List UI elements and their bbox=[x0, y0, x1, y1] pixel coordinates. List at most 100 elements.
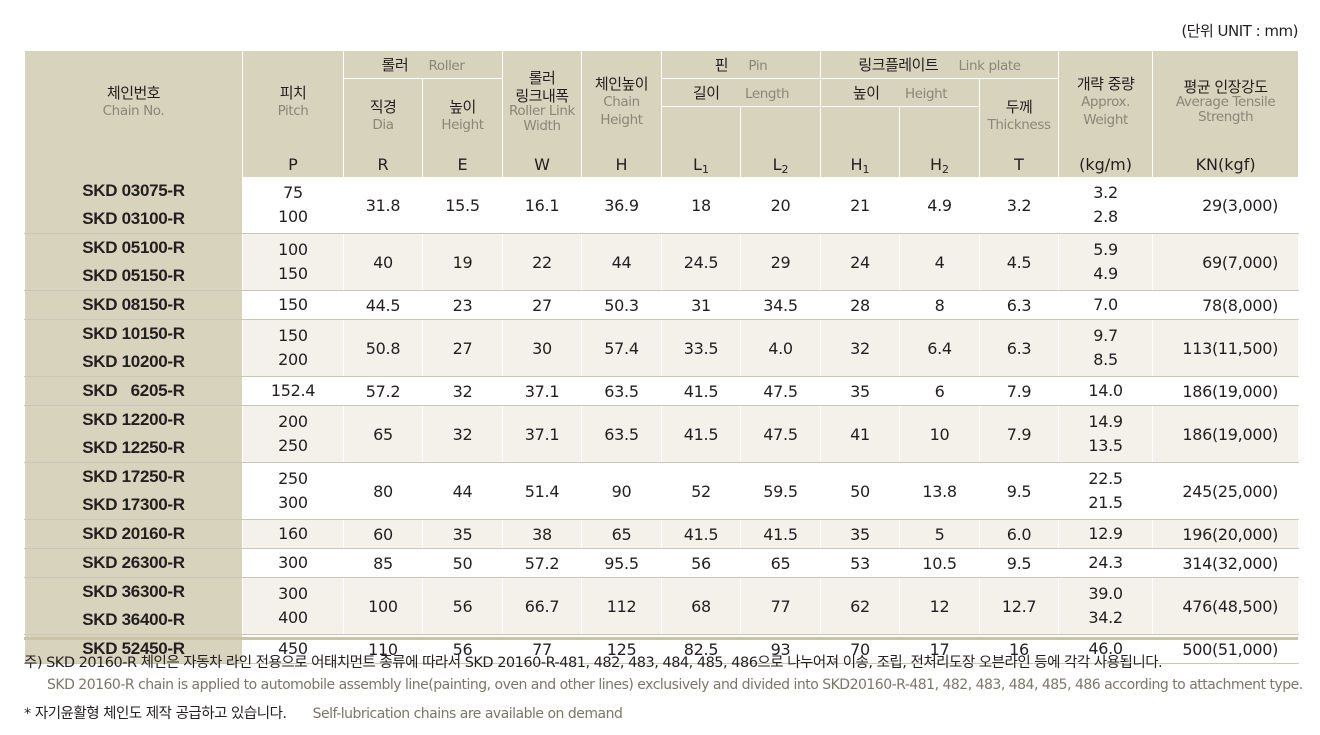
h2-cell: 4.9 bbox=[899, 177, 981, 234]
col-chain-no: 체인번호 Chain No. bbox=[24, 51, 243, 152]
table-row: SKD 05100-R SKD 05150-R 100 150 40 19 22 44 24.5… bbox=[24, 233, 1300, 291]
height-cell: 35 bbox=[421, 519, 504, 549]
h1-cell: 32 bbox=[820, 319, 901, 377]
l1-cell: 56 bbox=[661, 548, 742, 578]
weight-cell: 22.5 21.5 bbox=[1058, 462, 1154, 520]
h2-cell: 12 bbox=[899, 577, 981, 635]
col-dia: 직경 Dia bbox=[343, 78, 423, 152]
t-cell: 6.3 bbox=[979, 290, 1060, 320]
col-weight: 개략 중량 Approx. Weight bbox=[1058, 51, 1154, 152]
l1-cell: 41.5 bbox=[661, 519, 742, 549]
strength-cell: 196(20,000) bbox=[1152, 519, 1300, 549]
h1-cell: 53 bbox=[820, 548, 901, 578]
col-pitch: 피치 Pitch bbox=[242, 51, 344, 152]
sym-h2: H2 bbox=[899, 152, 981, 177]
t-cell: 4.5 bbox=[979, 233, 1060, 291]
t-cell: 9.5 bbox=[979, 548, 1060, 578]
sym-roller-height: E bbox=[421, 152, 504, 177]
l1-cell: 31 bbox=[661, 290, 742, 320]
l2-cell: 20 bbox=[740, 177, 822, 234]
dia-cell: 31.8 bbox=[343, 177, 423, 234]
col-group-link-plate: 링크플레이트 Link plate bbox=[820, 51, 1060, 79]
height-cell: 32 bbox=[421, 376, 504, 406]
weight-cell: 14.9 13.5 bbox=[1058, 405, 1154, 463]
chain-height-cell: 36.9 bbox=[581, 177, 663, 234]
dia-cell: 65 bbox=[343, 405, 423, 463]
chain-name-cell: SKD 05100-R SKD 05150-R bbox=[24, 233, 243, 291]
l1-cell: 52 bbox=[661, 462, 742, 520]
h1-cell: 24 bbox=[820, 233, 901, 291]
table-bottom-rule bbox=[24, 637, 1298, 640]
dia-cell: 40 bbox=[343, 233, 423, 291]
t-cell: 12.7 bbox=[979, 577, 1060, 635]
table-row: SKD 20160-R 160 60 35 38 65 41.5 41.5 35 5 6.0 12.9… bbox=[24, 519, 1300, 549]
weight-cell: 12.9 bbox=[1058, 519, 1154, 549]
strength-cell: 245(25,000) bbox=[1152, 462, 1300, 520]
width-cell: 22 bbox=[502, 233, 583, 291]
col-chain-height: 체인높이 Chain Height bbox=[581, 51, 663, 152]
height-cell: 44 bbox=[421, 462, 504, 520]
note-self-lubrication-ko: * 자기윤활형 체인도 제작 공급하고 있습니다. bbox=[24, 706, 287, 722]
chain-spec-table: 체인번호 Chain No. 피치 Pitch 롤러 Roller 롤러 링크내… bbox=[24, 51, 1300, 664]
h1-cell: 28 bbox=[820, 290, 901, 320]
col-group-roller: 롤러 Roller bbox=[342, 51, 504, 79]
dia-cell: 100 bbox=[343, 577, 423, 635]
h1-cell: 35 bbox=[820, 376, 901, 406]
height-cell: 32 bbox=[421, 405, 504, 463]
col-pin-length: 길이 Length bbox=[661, 78, 822, 107]
l1-cell: 33.5 bbox=[661, 319, 742, 377]
weight-cell: 5.9 4.9 bbox=[1058, 233, 1154, 291]
strength-cell: 29(3,000) bbox=[1152, 177, 1300, 234]
pitch-cell: 250 300 bbox=[242, 462, 344, 520]
col-roller-link-width: 롤러 링크내폭 Roller Link Width bbox=[502, 51, 583, 152]
width-cell: 37.1 bbox=[502, 405, 583, 463]
note-english: SKD 20160-R chain is applied to automobi… bbox=[47, 677, 1303, 693]
l1-cell: 41.5 bbox=[661, 376, 742, 406]
chain-height-cell: 95.5 bbox=[581, 548, 663, 578]
l1-cell: 68 bbox=[661, 577, 742, 635]
pitch-cell: 200 250 bbox=[242, 405, 344, 463]
h2-cell: 13.8 bbox=[899, 462, 981, 520]
pitch-cell: 100 150 bbox=[242, 233, 344, 291]
sym-h1: H1 bbox=[820, 152, 901, 177]
weight-cell: 7.0 bbox=[1058, 290, 1154, 320]
col-thickness: 두께 Thickness bbox=[979, 78, 1060, 152]
pitch-cell: 150 bbox=[242, 290, 344, 320]
table-row: SKD 17250-R SKD 17300-R 250 300 80 44 51.4 90 52… bbox=[24, 462, 1300, 520]
chain-height-cell: 65 bbox=[581, 519, 663, 549]
l1-cell: 24.5 bbox=[661, 233, 742, 291]
strength-cell: 186(19,000) bbox=[1152, 376, 1300, 406]
l2-cell: 59.5 bbox=[740, 462, 822, 520]
l1-cell: 41.5 bbox=[661, 405, 742, 463]
table-row: SKD 08150-R 150 44.5 23 27 50.3 31 34.5 28 8 6.3 7.… bbox=[24, 290, 1300, 320]
chain-height-cell: 63.5 bbox=[581, 405, 663, 463]
pitch-cell: 152.4 bbox=[242, 376, 344, 406]
h1-cell: 62 bbox=[820, 577, 901, 635]
weight-cell: 9.7 8.5 bbox=[1058, 319, 1154, 377]
width-cell: 57.2 bbox=[502, 548, 583, 578]
l2-cell: 4.0 bbox=[740, 319, 822, 377]
pitch-cell: 160 bbox=[242, 519, 344, 549]
sym-weight-unit: (kg/m) bbox=[1058, 152, 1154, 177]
width-cell: 51.4 bbox=[502, 462, 583, 520]
chain-name-cell: SKD 10150-R SKD 10200-R bbox=[24, 319, 243, 377]
weight-cell: 14.0 bbox=[1058, 376, 1154, 406]
width-cell: 27 bbox=[502, 290, 583, 320]
chain-name-cell: SKD 6205-R bbox=[24, 376, 243, 406]
h2-cell: 10 bbox=[899, 405, 981, 463]
weight-cell: 24.3 bbox=[1058, 548, 1154, 578]
table-body: SKD 03075-R SKD 03100-R 75 100 31.8 15.5 16.1 3… bbox=[24, 177, 1300, 664]
strength-cell: 69(7,000) bbox=[1152, 233, 1300, 291]
col-group-pin: 핀 Pin bbox=[661, 51, 822, 79]
width-cell: 16.1 bbox=[502, 177, 583, 234]
l2-cell: 77 bbox=[740, 577, 822, 635]
note-korean: 주) SKD 20160-R 체인은 자동차 라인 전용으로 어태치먼트 종류에… bbox=[24, 655, 1163, 671]
chain-height-cell: 50.3 bbox=[581, 290, 663, 320]
col-roller-height: 높이 Height bbox=[421, 78, 504, 152]
l2-cell: 47.5 bbox=[740, 405, 822, 463]
width-cell: 66.7 bbox=[502, 577, 583, 635]
pitch-cell: 300 400 bbox=[242, 577, 344, 635]
h2-cell: 6.4 bbox=[899, 319, 981, 377]
t-cell: 6.0 bbox=[979, 519, 1060, 549]
dia-cell: 85 bbox=[343, 548, 423, 578]
